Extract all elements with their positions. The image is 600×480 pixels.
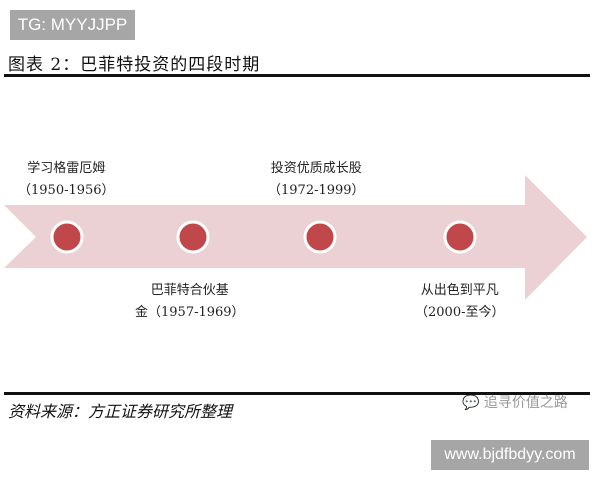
stage-2-label: 巴菲特合伙基 金（1957-1969） <box>135 283 245 320</box>
source-divider <box>4 392 590 395</box>
watermark-top: TG: MYYJJPP <box>10 10 135 40</box>
wechat-icon: 💬 <box>462 395 480 411</box>
source-note: 资料来源：方正证券研究所整理 <box>8 402 233 421</box>
figure-title: 图表 2：巴菲特投资的四段时期 <box>8 55 261 75</box>
milestone-dot-1 <box>50 220 84 254</box>
milestone-dot-4 <box>443 220 477 254</box>
timeline-arrow <box>4 175 587 300</box>
milestone-dot-3 <box>303 220 337 254</box>
stage-4-label: 从出色到平凡 （2000-至今） <box>415 283 505 320</box>
title-divider <box>4 74 590 77</box>
stage-1-label: 学习格雷厄姆 （1950-1956） <box>18 161 115 198</box>
wechat-account: 💬 追寻价值之路 <box>462 395 568 411</box>
milestone-dot-2 <box>176 220 210 254</box>
watermark-bottom: www.bjdfbdyy.com <box>431 440 589 470</box>
stage-3-label: 投资优质成长股 （1972-1999） <box>268 161 365 198</box>
